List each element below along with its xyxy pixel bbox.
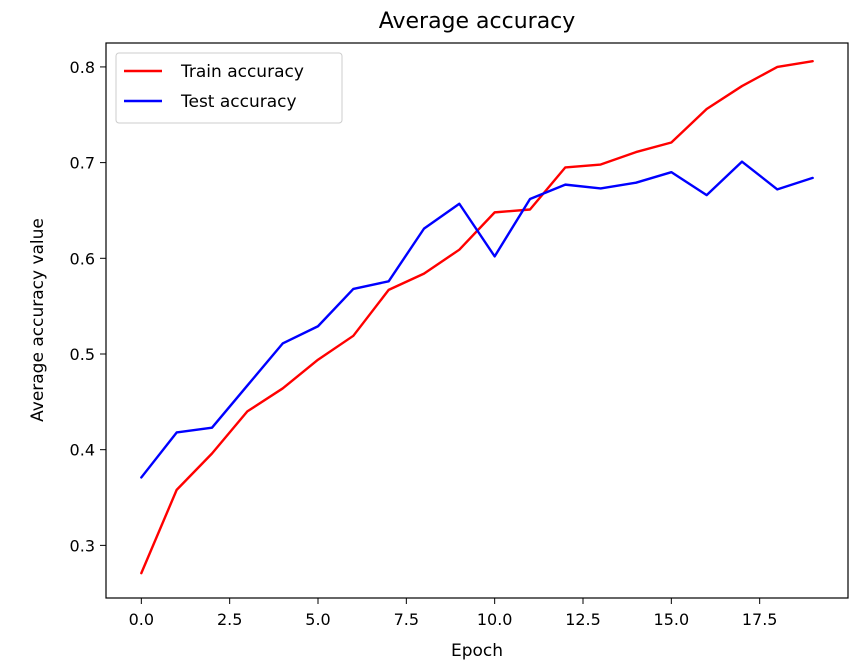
chart-title: Average accuracy: [379, 9, 576, 34]
y-tick-label: 0.4: [70, 441, 95, 460]
y-tick-label: 0.8: [70, 58, 95, 77]
legend: Train accuracy Test accuracy: [115, 52, 343, 124]
x-axis-ticks: 0.0 2.5 5.0 7.5 10.0 12.5 15.0 17.5: [129, 598, 778, 629]
y-tick-label: 0.6: [70, 249, 95, 268]
x-tick-label: 15.0: [654, 610, 690, 629]
legend-box: [115, 52, 343, 124]
x-tick-label: 10.0: [477, 610, 513, 629]
x-tick-label: 17.5: [742, 610, 778, 629]
series-line-0: [140, 59, 814, 575]
x-tick-label: 0.0: [129, 610, 154, 629]
plot-frame: [105, 42, 849, 599]
x-tick-label: 7.5: [394, 610, 419, 629]
y-axis-ticks: 0.3 0.4 0.5 0.6 0.7 0.8: [70, 58, 106, 555]
x-axis-label: Epoch: [451, 641, 503, 661]
y-axis-label: Average accuracy value: [28, 218, 48, 422]
legend-label-train: Train accuracy: [180, 62, 304, 82]
x-tick-label: 5.0: [305, 610, 330, 629]
y-tick-label: 0.3: [70, 536, 95, 555]
y-tick-label: 0.5: [70, 345, 95, 364]
plot-series: [140, 59, 814, 575]
series-line-1: [140, 160, 814, 479]
x-tick-label: 12.5: [565, 610, 601, 629]
legend-label-test: Test accuracy: [180, 92, 297, 112]
x-tick-label: 2.5: [217, 610, 242, 629]
y-tick-label: 0.7: [70, 154, 95, 173]
